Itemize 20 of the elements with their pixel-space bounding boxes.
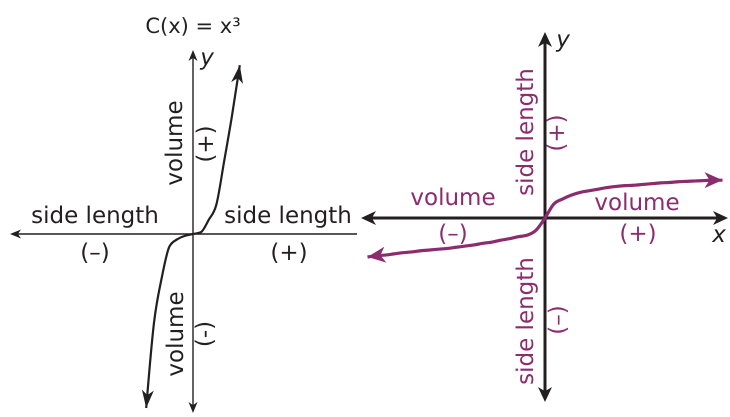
text: (+): [270, 240, 308, 266]
annotation: (–): [438, 221, 468, 247]
annotation: volume: [410, 185, 496, 211]
text: (+): [544, 114, 570, 152]
annotation: (+): [619, 221, 657, 247]
annotation: (-): [192, 320, 218, 348]
y-axis-title: y: [555, 27, 570, 53]
x-axis-title: x: [711, 222, 726, 248]
annotation: volume: [594, 190, 680, 216]
y-axis-title: y: [199, 45, 214, 71]
chart-title: C(x) = x³: [145, 14, 241, 38]
text: side length: [513, 257, 539, 385]
text: (–): [545, 305, 571, 335]
annotation: volume: [163, 291, 189, 377]
annotation: side length: [31, 203, 159, 229]
annotation: (+): [193, 125, 219, 163]
text: (–): [80, 240, 110, 266]
annotation: volume: [162, 100, 188, 186]
annotation: side length: [224, 203, 352, 229]
annotation: side length: [513, 68, 539, 196]
